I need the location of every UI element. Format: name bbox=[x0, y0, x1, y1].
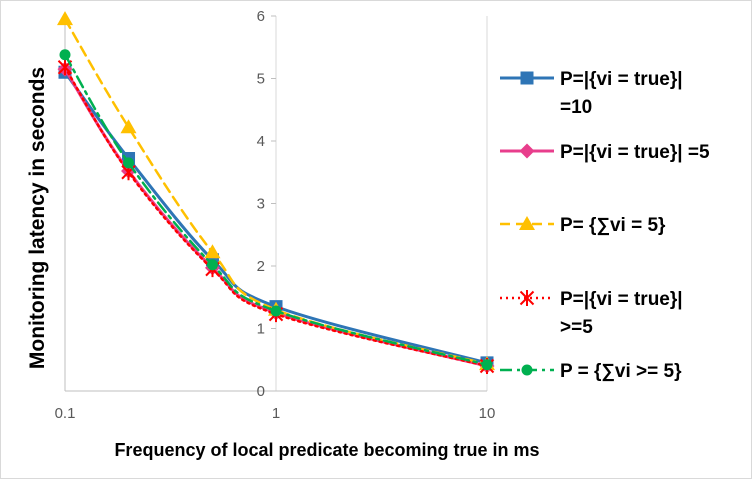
x-axis-title: Frequency of local predicate becoming tr… bbox=[114, 440, 539, 460]
y-tick-label: 0 bbox=[257, 383, 265, 400]
x-tick-label: 0.1 bbox=[55, 405, 76, 422]
legend-label: >=5 bbox=[560, 317, 593, 338]
x-tick-label: 10 bbox=[479, 405, 496, 422]
legend-swatch-marker bbox=[521, 364, 533, 376]
legend-label: =10 bbox=[560, 97, 592, 118]
data-point-marker bbox=[123, 157, 135, 169]
data-point-marker bbox=[206, 259, 218, 271]
y-tick-label: 3 bbox=[257, 196, 265, 213]
legend: P=|{vi = true}| =10 P=|{vi = true}| =5 P= {… bbox=[500, 69, 710, 382]
legend-label: P=|{vi = true}| =5 bbox=[560, 142, 710, 163]
legend-label: P = {∑vi >= 5} bbox=[560, 361, 682, 382]
data-point-marker bbox=[59, 49, 71, 61]
data-point-marker bbox=[204, 244, 221, 259]
legend-label: P= {∑vi = 5} bbox=[560, 215, 666, 236]
legend-item-2: P=|{vi = true}| =5 bbox=[500, 142, 710, 163]
x-tick-label: 1 bbox=[272, 405, 280, 422]
legend-item-1: P=|{vi = true}| =10 bbox=[500, 69, 683, 118]
legend-item-4: P=|{vi = true}| >=5 bbox=[500, 289, 683, 338]
legend-swatch-marker bbox=[519, 143, 535, 159]
legend-swatch-marker bbox=[519, 290, 535, 306]
legend-label: P=|{vi = true}| bbox=[560, 289, 683, 310]
y-tick-label: 5 bbox=[257, 71, 265, 88]
data-point-marker bbox=[481, 359, 493, 371]
legend-label: P=|{vi = true}| bbox=[560, 69, 683, 90]
y-tick-label: 2 bbox=[257, 258, 265, 275]
legend-item-3: P= {∑vi = 5} bbox=[500, 215, 666, 236]
legend-swatch-marker bbox=[519, 216, 535, 230]
legend-swatch-marker bbox=[520, 71, 534, 85]
y-tick-label: 1 bbox=[257, 321, 265, 338]
series-lines bbox=[57, 11, 495, 374]
y-axis-title: Monitoring latency in seconds bbox=[26, 67, 49, 369]
y-tick-label: 4 bbox=[257, 133, 265, 150]
data-point-marker bbox=[270, 305, 282, 317]
series-5 bbox=[59, 49, 493, 371]
legend-item-5: P = {∑vi >= 5} bbox=[500, 361, 682, 382]
y-tick-label: 6 bbox=[257, 8, 265, 25]
data-point-marker bbox=[120, 119, 137, 134]
data-point-marker bbox=[57, 11, 73, 26]
